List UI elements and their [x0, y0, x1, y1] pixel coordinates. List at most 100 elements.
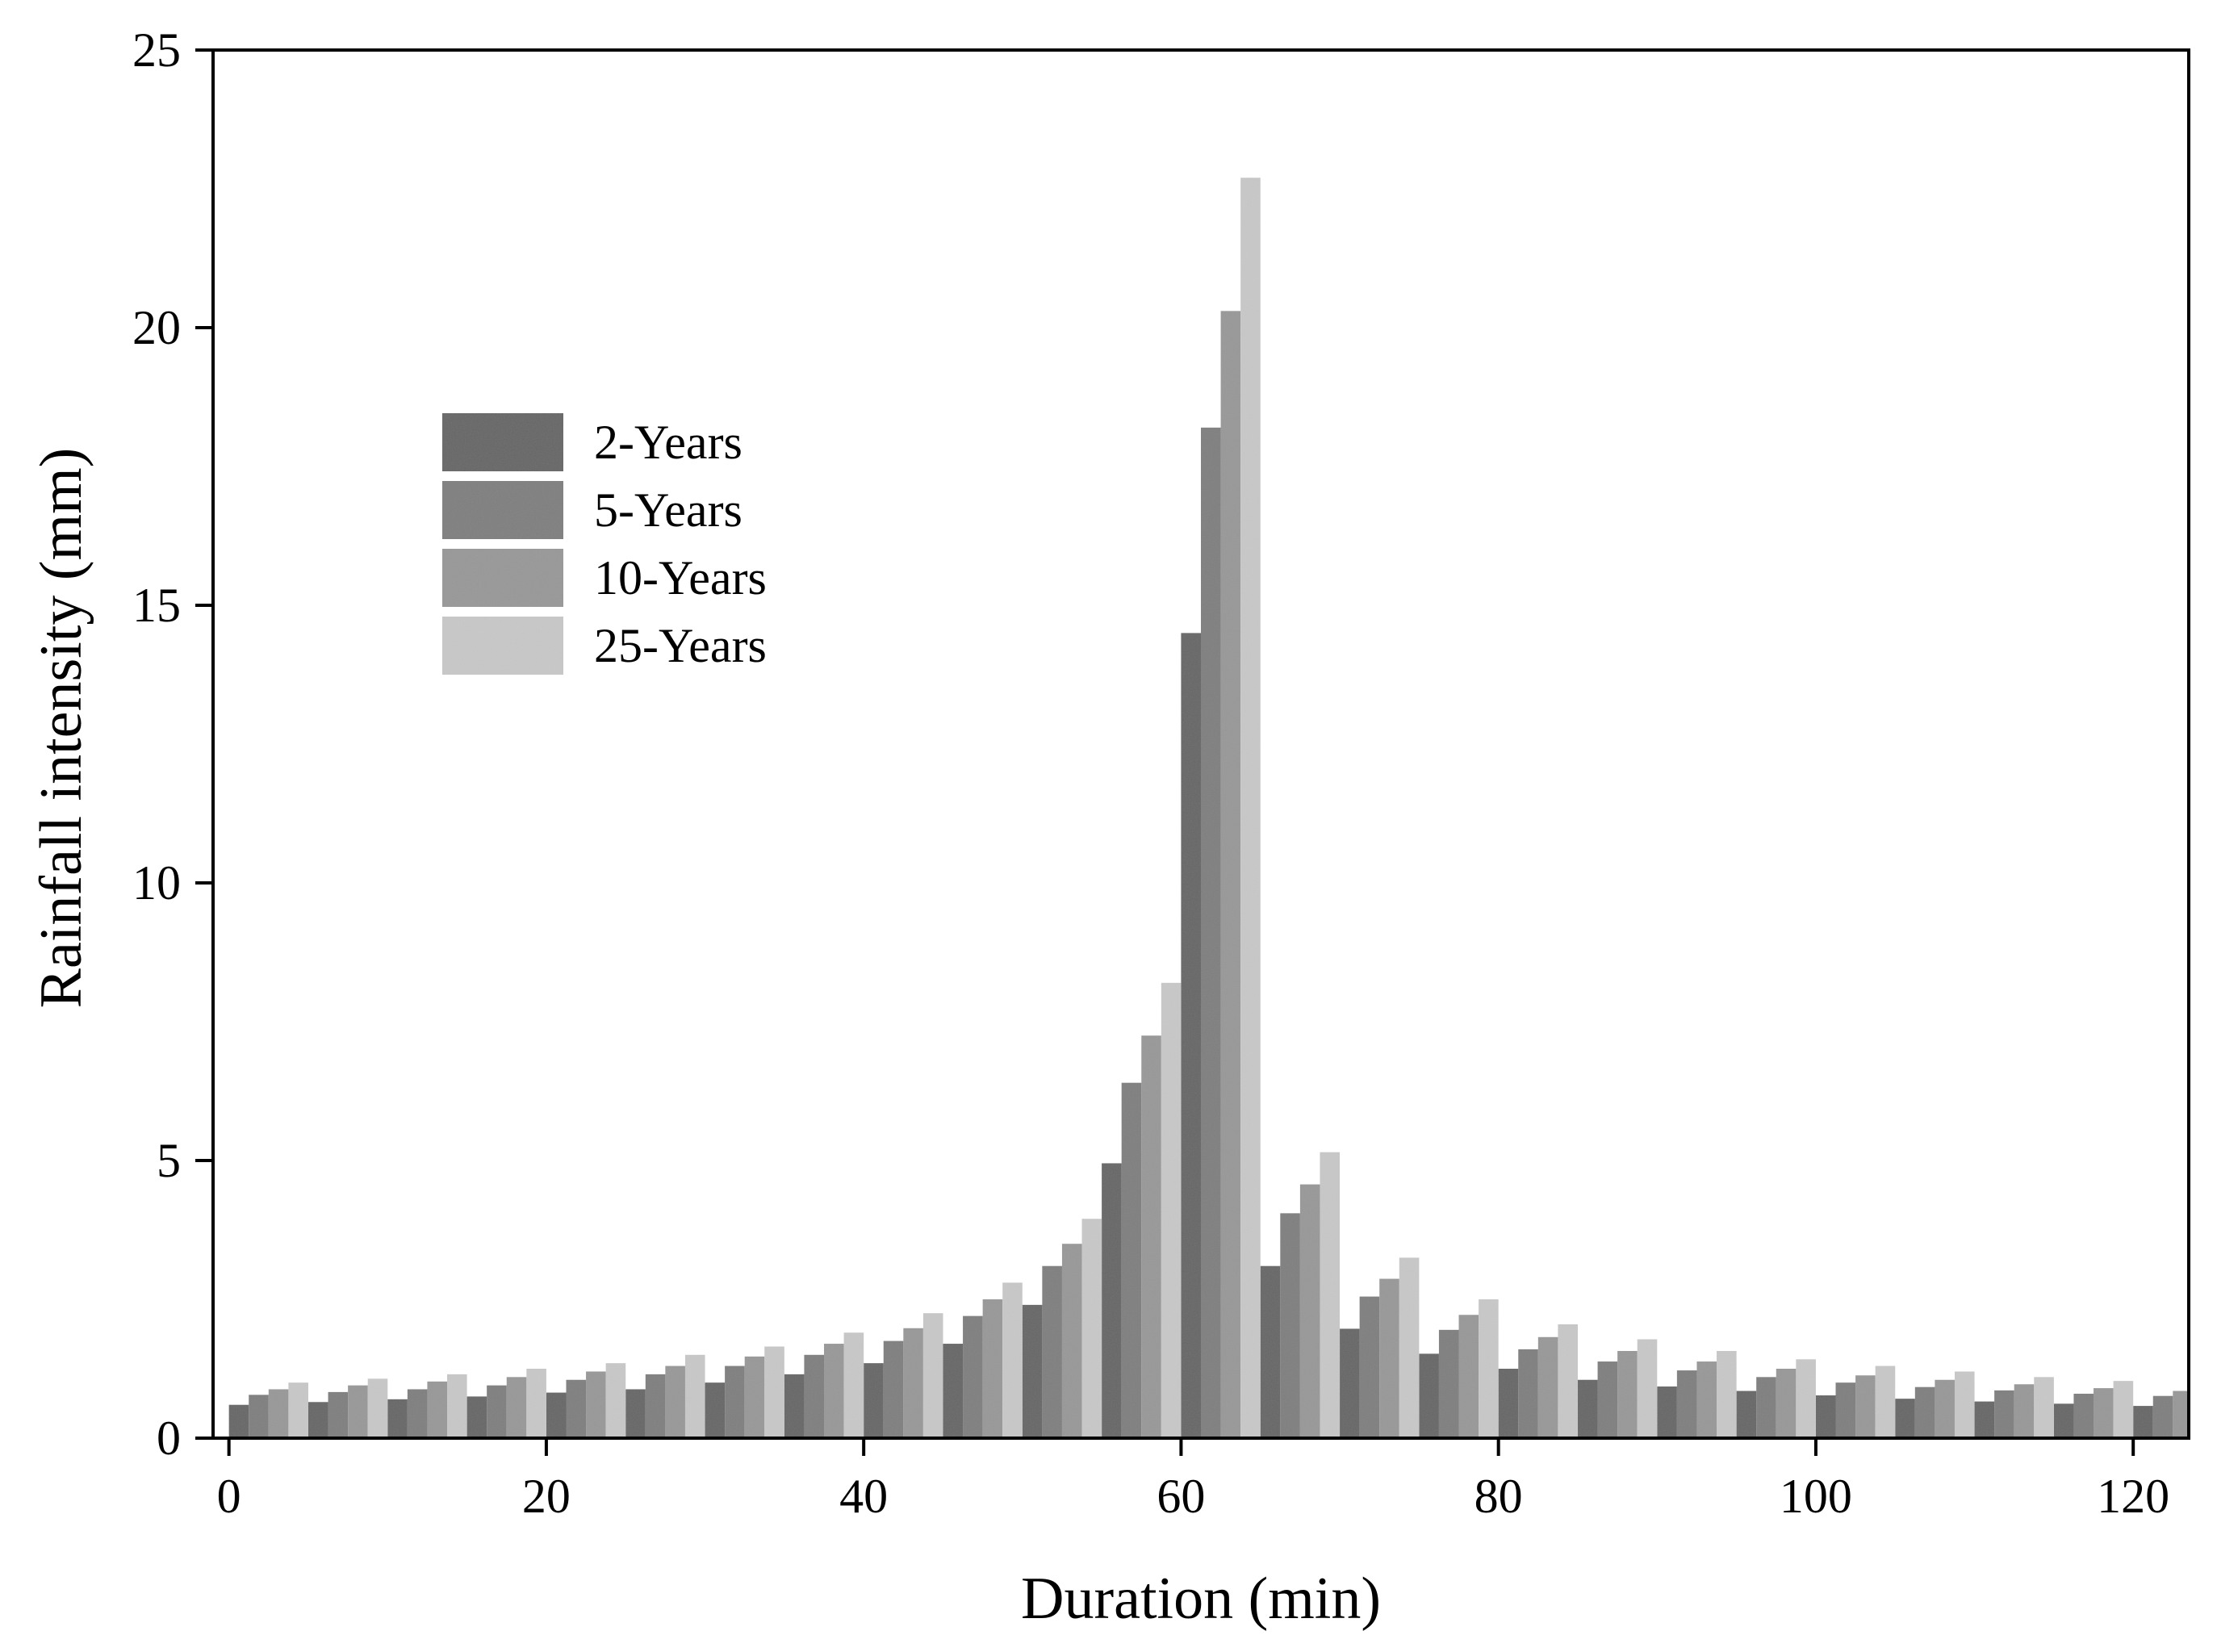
bar-10-years-10	[427, 1381, 448, 1438]
bar-25-years-35	[843, 1332, 864, 1438]
bar-10-years-80	[1537, 1336, 1558, 1438]
bar-25-years-85	[1637, 1339, 1658, 1438]
x-axis-title: Duration (min)	[1021, 1566, 1381, 1632]
bar-25-years-5	[367, 1378, 388, 1438]
legend: 2-Years 5-Years 10-Years 25-Years	[442, 413, 767, 675]
bar-2-years-85	[1577, 1379, 1598, 1438]
y-axis: 0 5 10 15 20 25	[132, 23, 213, 1465]
bar-2-years-80	[1498, 1369, 1519, 1438]
bar-25-years-75	[1479, 1299, 1499, 1438]
bar-2-years-95	[1736, 1391, 1757, 1438]
bar-2-years-45	[943, 1344, 964, 1438]
bar-10-years-55	[1141, 1035, 1161, 1438]
bar-5-years-25	[645, 1374, 666, 1438]
bar-10-years-50	[1061, 1244, 1082, 1438]
bar-5-years-110	[1994, 1390, 2014, 1438]
bar-25-years-60	[1240, 178, 1261, 1439]
bar-5-years-50	[1042, 1265, 1062, 1438]
bar-5-years-0	[249, 1395, 269, 1438]
bar-25-years-40	[922, 1313, 943, 1438]
bar-25-years-45	[1002, 1282, 1023, 1438]
bar-5-years-65	[1280, 1213, 1300, 1438]
x-axis: 0 20 40 60 80 100 120	[217, 1438, 2169, 1523]
bar-5-years-45	[963, 1315, 983, 1438]
y-axis-title: Rainfall intensity (mm)	[28, 448, 94, 1009]
bar-5-years-120	[2152, 1395, 2173, 1438]
bar-5-years-35	[804, 1354, 825, 1438]
bar-25-years-110	[2034, 1377, 2054, 1438]
bar-2-years-50	[1022, 1304, 1043, 1438]
bar-10-years-25	[665, 1366, 685, 1438]
x-tick-label: 60	[1157, 1470, 1205, 1523]
bar-2-years-25	[625, 1389, 646, 1438]
bar-2-years-115	[2053, 1403, 2074, 1438]
x-tick-label: 80	[1475, 1470, 1523, 1523]
bar-5-years-15	[487, 1385, 507, 1438]
bar-10-years-20	[586, 1371, 606, 1438]
legend-label: 2-Years	[594, 416, 742, 469]
bar-5-years-115	[2073, 1393, 2094, 1438]
y-tick-label: 25	[132, 23, 181, 77]
x-tick-label: 40	[839, 1470, 888, 1523]
bar-5-years-70	[1359, 1296, 1380, 1438]
bar-25-years-70	[1399, 1257, 1420, 1438]
y-tick-label: 0	[157, 1412, 181, 1465]
bar-2-years-105	[1895, 1399, 1915, 1438]
bar-25-years-50	[1081, 1219, 1102, 1438]
bar-10-years-85	[1617, 1350, 1638, 1438]
x-tick-label: 120	[2097, 1470, 2169, 1523]
bar-2-years-120	[2133, 1406, 2153, 1438]
bar-10-years-65	[1299, 1184, 1320, 1438]
bar-2-years-110	[1974, 1401, 1995, 1438]
bar-2-years-0	[228, 1404, 249, 1438]
bar-2-years-65	[1260, 1265, 1281, 1438]
bar-10-years-75	[1458, 1315, 1479, 1438]
y-tick-label: 15	[132, 579, 181, 632]
bar-25-years-100	[1875, 1366, 1896, 1438]
bar-10-years-95	[1776, 1369, 1797, 1438]
bar-25-years-115	[2113, 1381, 2134, 1438]
bar-5-years-90	[1676, 1370, 1697, 1438]
x-tick-label: 20	[522, 1470, 571, 1523]
y-tick-label: 5	[157, 1134, 181, 1187]
bar-10-years-70	[1379, 1278, 1399, 1438]
bar-5-years-60	[1201, 427, 1221, 1438]
bar-2-years-5	[307, 1402, 328, 1438]
bar-10-years-60	[1220, 311, 1241, 1438]
bar-5-years-30	[725, 1366, 745, 1438]
bar-5-years-10	[407, 1389, 428, 1438]
legend-swatch-10-years	[442, 549, 563, 607]
bar-10-years-30	[744, 1356, 765, 1438]
bar-5-years-5	[328, 1391, 349, 1438]
bar-5-years-85	[1597, 1361, 1618, 1438]
bar-10-years-40	[903, 1328, 923, 1438]
legend-label: 10-Years	[594, 551, 767, 604]
legend-swatch-25-years	[442, 617, 563, 675]
bar-2-years-10	[387, 1399, 408, 1438]
bar-10-years-105	[1935, 1379, 1955, 1438]
x-tick-label: 100	[1780, 1470, 1852, 1523]
bar-5-years-80	[1518, 1349, 1538, 1438]
bar-25-years-15	[526, 1369, 546, 1438]
bar-2-years-40	[864, 1363, 884, 1438]
bar-2-years-55	[1102, 1163, 1122, 1438]
y-tick-label: 10	[132, 856, 181, 910]
bar-25-years-95	[1796, 1359, 1816, 1438]
bar-2-years-35	[784, 1374, 805, 1438]
bar-10-years-110	[2014, 1384, 2035, 1438]
legend-label: 5-Years	[594, 483, 742, 537]
bar-5-years-95	[1756, 1377, 1776, 1438]
bar-25-years-65	[1320, 1152, 1341, 1438]
legend-swatch-2-years	[442, 413, 563, 471]
bar-5-years-75	[1438, 1329, 1459, 1438]
y-tick-label: 20	[132, 301, 181, 354]
bar-2-years-60	[1181, 633, 1201, 1438]
bar-10-years-100	[1855, 1375, 1876, 1438]
bar-10-years-0	[268, 1389, 289, 1438]
bar-5-years-105	[1914, 1386, 1935, 1438]
plot-area-frame	[211, 48, 2190, 1440]
bar-5-years-40	[883, 1340, 904, 1438]
legend-label: 25-Years	[594, 619, 767, 672]
bar-2-years-20	[546, 1392, 567, 1438]
